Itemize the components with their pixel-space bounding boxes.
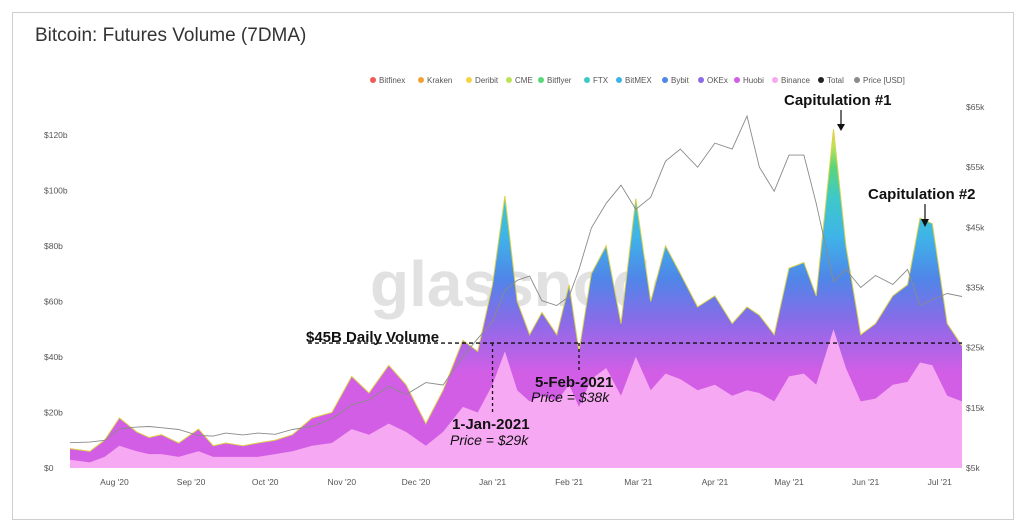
legend-label: Binance [781,76,810,85]
legend-label: Total [827,76,844,85]
capitulation-1-arrowhead [837,124,845,131]
legend-label: FTX [593,76,609,85]
chart-title: Bitcoin: Futures Volume (7DMA) [35,25,307,46]
legend-swatch [584,77,590,83]
price-line [69,114,963,444]
capitulation-1-label: Capitulation #1 [784,92,892,109]
legend-swatch [662,77,668,83]
y-right-tick-label: $15k [966,403,985,413]
y-right-tick-label: $45k [966,222,985,232]
y-left-tick-label: $20b [44,407,63,417]
x-tick-label: Sep '20 [177,477,206,487]
x-tick-label: May '21 [774,477,804,487]
capitulation-2-label: Capitulation #2 [868,186,976,203]
feb-price-label: Price = $38k [531,389,610,405]
legend-label: Bybit [671,76,690,85]
y-left-tick-label: $120b [44,130,68,140]
x-tick-label: Apr '21 [702,477,729,487]
legend-swatch [818,77,824,83]
total-volume-line [69,129,963,452]
legend-item-deribit[interactable]: Deribit [466,76,499,85]
legend-swatch [538,77,544,83]
legend-label: OKEx [707,76,728,85]
x-tick-label: Jul '21 [928,477,953,487]
y-left-tick-label: $80b [44,241,63,251]
legend-item-bitfinex[interactable]: Bitfinex [370,76,405,85]
y-right-tick-label: $35k [966,283,985,293]
total-volume-area [70,129,962,468]
legend-swatch [734,77,740,83]
legend-item-binance[interactable]: Binance [772,76,810,85]
legend-label: Deribit [475,76,499,85]
daily-volume-label: $45B Daily Volume [306,329,439,346]
y-right-tick-label: $65k [966,102,985,112]
legend-swatch [698,77,704,83]
legend-swatch [854,77,860,83]
legend-label: Huobi [743,76,764,85]
legend-item-cme[interactable]: CME [506,76,533,85]
x-tick-label: Jan '21 [479,477,506,487]
legend-swatch [616,77,622,83]
legend-label: Bitflyer [547,76,572,85]
capitulation-2-arrowhead [921,219,929,227]
jan-date-label: 1-Jan-2021 [452,416,530,433]
legend-item-price-usd[interactable]: Price [USD] [854,76,905,85]
x-tick-label: Oct '20 [252,477,279,487]
legend-label: BitMEX [625,76,652,85]
y-left-tick-label: $100b [44,185,68,195]
legend-swatch [466,77,472,83]
y-right-tick-label: $5k [966,463,980,473]
binance-volume-area [70,329,962,468]
legend-swatch [506,77,512,83]
x-tick-label: Jun '21 [852,477,879,487]
x-tick-label: Dec '20 [402,477,431,487]
x-tick-label: Aug '20 [100,477,129,487]
legend-item-bitmex[interactable]: BitMEX [616,76,652,85]
legend-swatch [418,77,424,83]
legend-label: Bitfinex [379,76,405,85]
legend-item-kraken[interactable]: Kraken [418,76,452,85]
legend-item-bybit[interactable]: Bybit [662,76,690,85]
legend-label: CME [515,76,533,85]
y-left-tick-label: $40b [44,352,63,362]
jan-price-label: Price = $29k [450,432,529,448]
legend-item-bitflyer[interactable]: Bitflyer [538,76,572,85]
legend-swatch [772,77,778,83]
legend-item-huobi[interactable]: Huobi [734,76,764,85]
legend-item-ftx[interactable]: FTX [584,76,609,85]
y-right-tick-label: $25k [966,343,985,353]
y-left-tick-label: $60b [44,296,63,306]
x-tick-label: Nov '20 [328,477,357,487]
legend-item-total[interactable]: Total [818,76,844,85]
y-left-tick-label: $0 [44,463,54,473]
legend-item-okex[interactable]: OKEx [698,76,728,85]
legend-label: Kraken [427,76,452,85]
legend-swatch [370,77,376,83]
legend-label: Price [USD] [863,76,905,85]
x-tick-label: Feb '21 [555,477,583,487]
feb-date-label: 5-Feb-2021 [535,374,613,391]
y-right-tick-label: $55k [966,162,985,172]
x-tick-label: Mar '21 [624,477,652,487]
